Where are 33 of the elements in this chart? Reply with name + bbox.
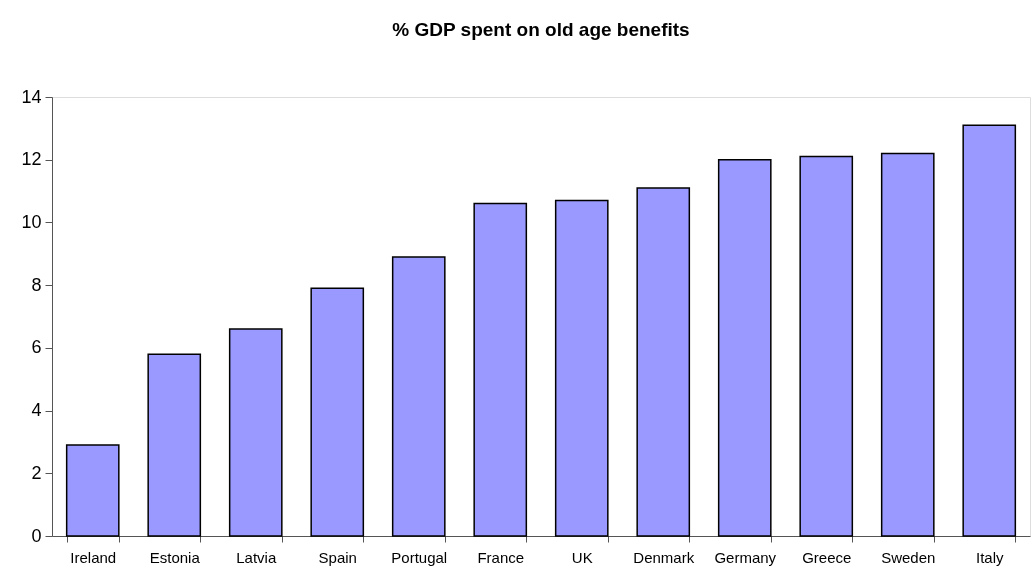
x-tick-label: Denmark — [633, 548, 695, 566]
bar — [391, 256, 446, 537]
bar — [962, 124, 1017, 537]
x-tick-label: Spain — [318, 548, 357, 566]
bar — [65, 444, 120, 537]
x-tick-label: Latvia — [236, 548, 277, 566]
bar — [554, 199, 609, 537]
y-tick-label: 0 — [31, 525, 42, 546]
x-tick-label: France — [477, 548, 525, 566]
x-tick-label: Sweden — [881, 548, 936, 566]
bar — [228, 328, 283, 537]
bar — [880, 152, 935, 537]
y-tick-label: 10 — [21, 211, 42, 232]
bar — [310, 287, 365, 537]
x-tick-label: Portugal — [391, 548, 448, 566]
y-tick-label: 14 — [21, 86, 42, 107]
y-tick-label: 12 — [21, 149, 42, 170]
bar — [799, 155, 854, 537]
bar — [636, 187, 691, 537]
y-tick-label: 8 — [31, 274, 42, 295]
x-tick-label: Germany — [714, 548, 777, 566]
y-tick-label: 6 — [31, 337, 42, 358]
bar — [147, 353, 202, 537]
x-tick-label: Estonia — [149, 548, 201, 566]
y-tick-label: 4 — [31, 400, 42, 421]
x-tick-label: Ireland — [70, 548, 117, 566]
bar — [473, 202, 528, 537]
x-tick-label: Italy — [975, 548, 1004, 566]
bar — [717, 158, 772, 537]
x-tick-label: UK — [571, 548, 593, 566]
y-tick-label: 2 — [31, 462, 42, 483]
x-tick-label: Greece — [802, 548, 852, 566]
chart-title: % GDP spent on old age benefits — [392, 19, 690, 40]
